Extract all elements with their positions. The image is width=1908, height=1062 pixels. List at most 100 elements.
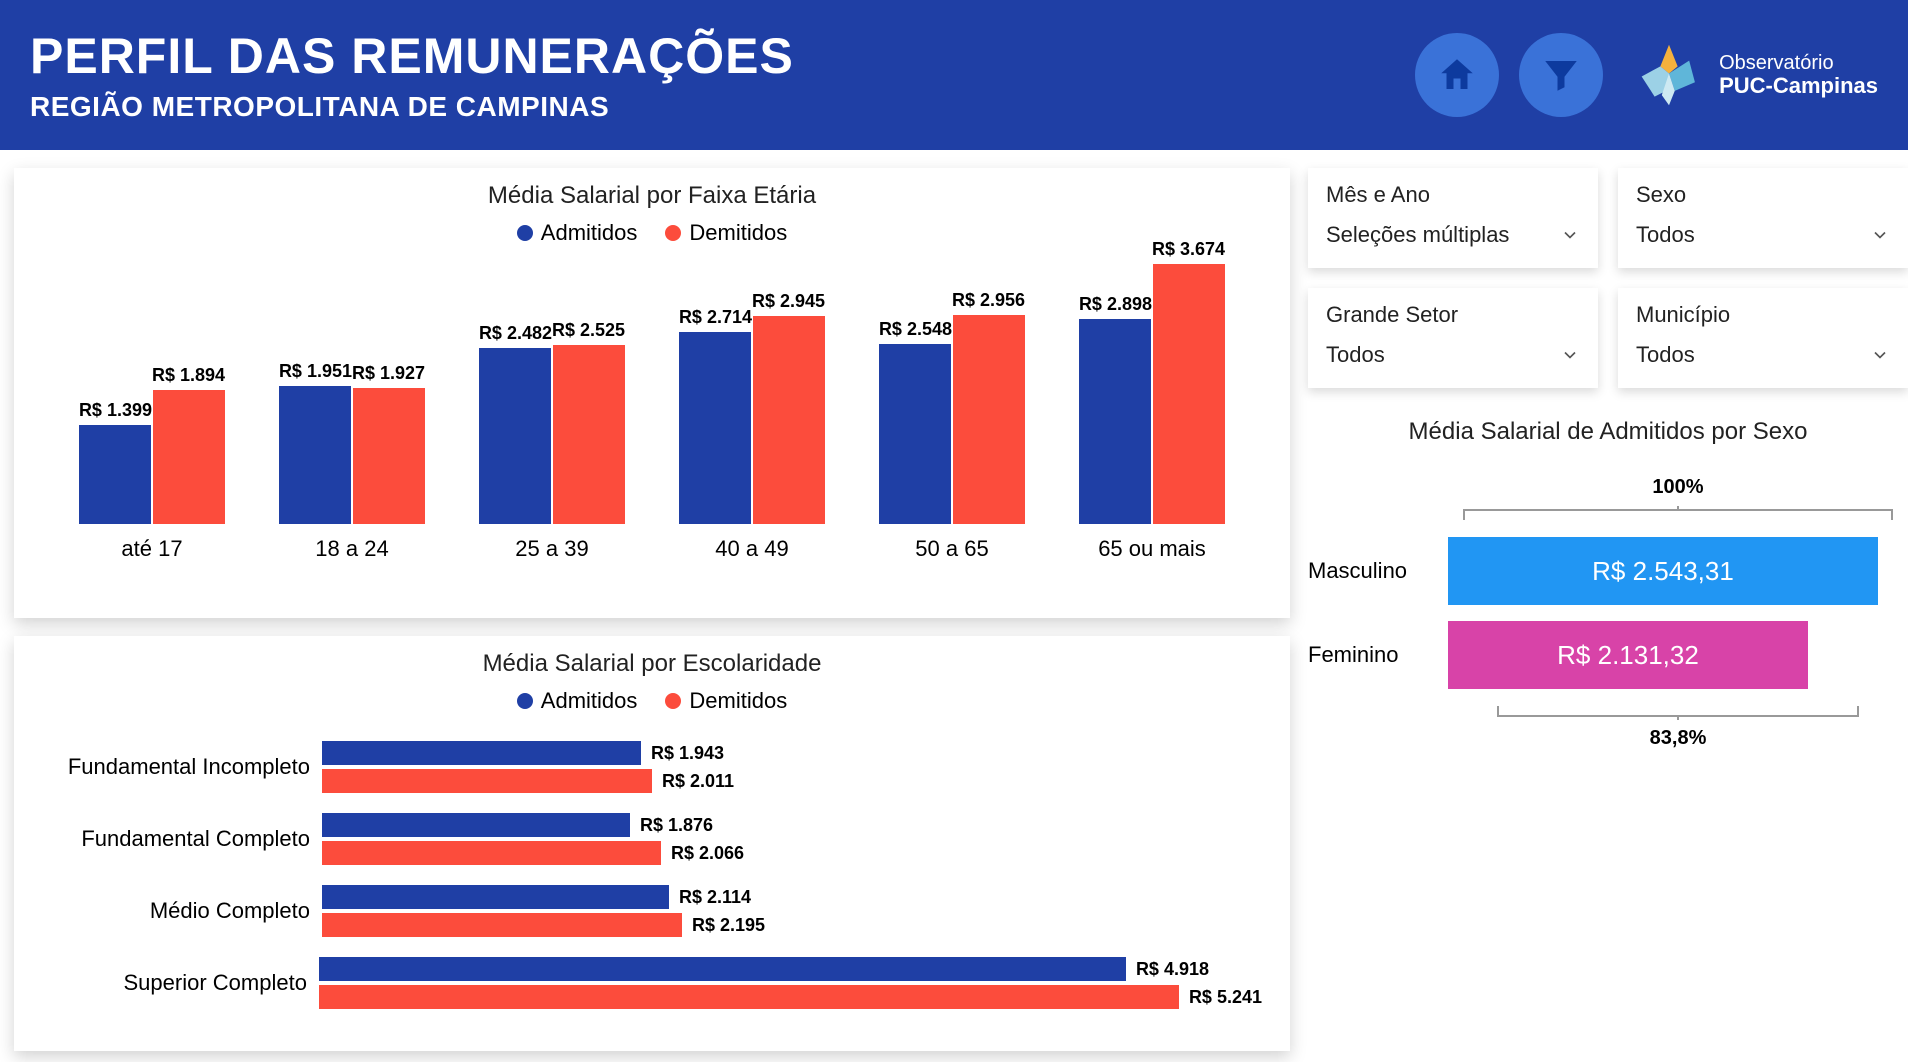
- age-category-label: 18 a 24: [315, 536, 388, 562]
- age-chart-plot: R$ 1.399R$ 1.894 até 17 R$ 1.951R$ 1.927 18…: [32, 262, 1272, 562]
- age-bar-demitidos[interactable]: R$ 2.945: [752, 291, 825, 524]
- legend-demitidos[interactable]: Demitidos: [665, 688, 787, 714]
- filter-button[interactable]: [1519, 33, 1603, 117]
- bar-value: R$ 1.894: [152, 365, 225, 386]
- dot-icon: [665, 693, 681, 709]
- filter-select-municipio[interactable]: Todos: [1636, 338, 1890, 372]
- legend-admitidos[interactable]: Admitidos: [517, 220, 638, 246]
- sex-chart-plot: MasculinoR$ 2.543,31 FemininoR$ 2.131,32: [1308, 537, 1908, 689]
- edu-bar-admitidos[interactable]: R$ 1.943: [322, 740, 1262, 766]
- edu-category-label: Fundamental Completo: [42, 826, 322, 852]
- chevron-down-icon: [1560, 345, 1580, 365]
- filter-label: Grande Setor: [1326, 302, 1580, 328]
- bar: [353, 388, 425, 524]
- bracket-top-icon: [1448, 505, 1908, 521]
- edu-bar-admitidos[interactable]: R$ 1.876: [322, 812, 1262, 838]
- edu-category-label: Fundamental Incompleto: [42, 754, 322, 780]
- header-icons: Observatório PUC-Campinas: [1415, 33, 1878, 117]
- age-bar-demitidos[interactable]: R$ 1.927: [352, 363, 425, 524]
- bar-value: R$ 4.918: [1136, 959, 1209, 980]
- bar: [679, 332, 751, 524]
- sex-bar[interactable]: R$ 2.543,31: [1448, 537, 1878, 605]
- sex-chart-card: Média Salarial de Admitidos por Sexo 100…: [1308, 408, 1908, 750]
- sex-top-pct: 100%: [1448, 476, 1908, 499]
- logo-icon: [1633, 39, 1705, 111]
- bar: [319, 957, 1126, 981]
- filter-select-setor[interactable]: Todos: [1326, 338, 1580, 372]
- filter-label: Mês e Ano: [1326, 182, 1580, 208]
- bar-value: R$ 1.951: [279, 361, 352, 382]
- age-bar-admitidos[interactable]: R$ 2.482: [479, 323, 552, 524]
- age-bar-admitidos[interactable]: R$ 2.548: [879, 319, 952, 524]
- legend-admitidos[interactable]: Admitidos: [517, 688, 638, 714]
- left-column: Média Salarial por Faixa Etária Admitido…: [0, 168, 1290, 1051]
- age-bar-demitidos[interactable]: R$ 2.525: [552, 320, 625, 524]
- legend-demitidos[interactable]: Demitidos: [665, 220, 787, 246]
- body: Média Salarial por Faixa Etária Admitido…: [0, 150, 1908, 1051]
- bar: [1153, 264, 1225, 524]
- header-titles: PERFIL DAS REMUNERAÇÕES REGIÃO METROPOLI…: [30, 27, 1415, 123]
- bar-value: R$ 1.943: [651, 743, 724, 764]
- bar-value: R$ 2.011: [662, 771, 734, 792]
- age-bar-admitidos[interactable]: R$ 2.714: [679, 307, 752, 524]
- bar: [953, 315, 1025, 524]
- filters: Mês e Ano Seleções múltiplas Sexo Todos …: [1308, 168, 1908, 388]
- bar-value: R$ 2.066: [671, 843, 744, 864]
- age-group: R$ 1.399R$ 1.894 até 17: [62, 244, 242, 562]
- bar: [322, 885, 669, 909]
- filter-value: Todos: [1326, 342, 1385, 368]
- bar: [79, 425, 151, 524]
- page-title: PERFIL DAS REMUNERAÇÕES: [30, 27, 1415, 85]
- sex-category-label: Masculino: [1308, 558, 1448, 584]
- filter-sexo: Sexo Todos: [1618, 168, 1908, 268]
- bar-value: R$ 2.898: [1079, 294, 1152, 315]
- bar: [753, 316, 825, 524]
- age-bar-demitidos[interactable]: R$ 3.674: [1152, 239, 1225, 524]
- edu-bar-demitidos[interactable]: R$ 2.011: [322, 768, 1262, 794]
- edu-bar-demitidos[interactable]: R$ 5.241: [319, 984, 1262, 1010]
- page-subtitle: REGIÃO METROPOLITANA DE CAMPINAS: [30, 91, 1415, 123]
- header: PERFIL DAS REMUNERAÇÕES REGIÃO METROPOLI…: [0, 0, 1908, 150]
- sex-bar[interactable]: R$ 2.131,32: [1448, 621, 1808, 689]
- bar-value: R$ 1.876: [640, 815, 713, 836]
- filter-label: Município: [1636, 302, 1890, 328]
- home-button[interactable]: [1415, 33, 1499, 117]
- bar-value: R$ 1.399: [79, 400, 152, 421]
- age-bar-demitidos[interactable]: R$ 2.956: [952, 290, 1025, 524]
- age-bar-admitidos[interactable]: R$ 1.399: [79, 400, 152, 524]
- age-bar-demitidos[interactable]: R$ 1.894: [152, 365, 225, 524]
- sex-category-label: Feminino: [1308, 642, 1448, 668]
- bar: [153, 390, 225, 524]
- edu-row: Superior CompletoR$ 4.918R$ 5.241: [42, 954, 1262, 1012]
- bar-value: R$ 2.482: [479, 323, 552, 344]
- dot-icon: [517, 693, 533, 709]
- bar: [322, 813, 630, 837]
- sex-row: FemininoR$ 2.131,32: [1308, 621, 1908, 689]
- age-group: R$ 1.951R$ 1.927 18 a 24: [262, 244, 442, 562]
- edu-bar-demitidos[interactable]: R$ 2.066: [322, 840, 1262, 866]
- filter-select-sexo[interactable]: Todos: [1636, 218, 1890, 252]
- edu-bars: R$ 4.918 R$ 5.241: [319, 954, 1262, 1012]
- sex-chart-title: Média Salarial de Admitidos por Sexo: [1308, 418, 1908, 446]
- sex-bottom-pct: 83,8%: [1448, 727, 1908, 750]
- edu-bar-admitidos[interactable]: R$ 2.114: [322, 884, 1262, 910]
- bar-value: R$ 2.195: [692, 915, 765, 936]
- edu-bar-demitidos[interactable]: R$ 2.195: [322, 912, 1262, 938]
- bar: [322, 741, 641, 765]
- chevron-down-icon: [1870, 225, 1890, 245]
- filter-label: Sexo: [1636, 182, 1890, 208]
- filter-select-mes-ano[interactable]: Seleções múltiplas: [1326, 218, 1580, 252]
- edu-bar-admitidos[interactable]: R$ 4.918: [319, 956, 1262, 982]
- chevron-down-icon: [1560, 225, 1580, 245]
- bracket-bottom-icon: [1448, 705, 1908, 721]
- age-bar-admitidos[interactable]: R$ 2.898: [1079, 294, 1152, 524]
- age-bar-admitidos[interactable]: R$ 1.951: [279, 361, 352, 524]
- age-group: R$ 2.482R$ 2.52525 a 39: [462, 244, 642, 562]
- age-category-label: até 17: [121, 536, 182, 562]
- filter-value: Todos: [1636, 222, 1695, 248]
- filter-setor: Grande Setor Todos: [1308, 288, 1598, 388]
- edu-row: Médio CompletoR$ 2.114R$ 2.195: [42, 882, 1262, 940]
- bar: [553, 345, 625, 524]
- age-chart-legend: Admitidos Demitidos: [32, 220, 1272, 246]
- bar: [322, 841, 661, 865]
